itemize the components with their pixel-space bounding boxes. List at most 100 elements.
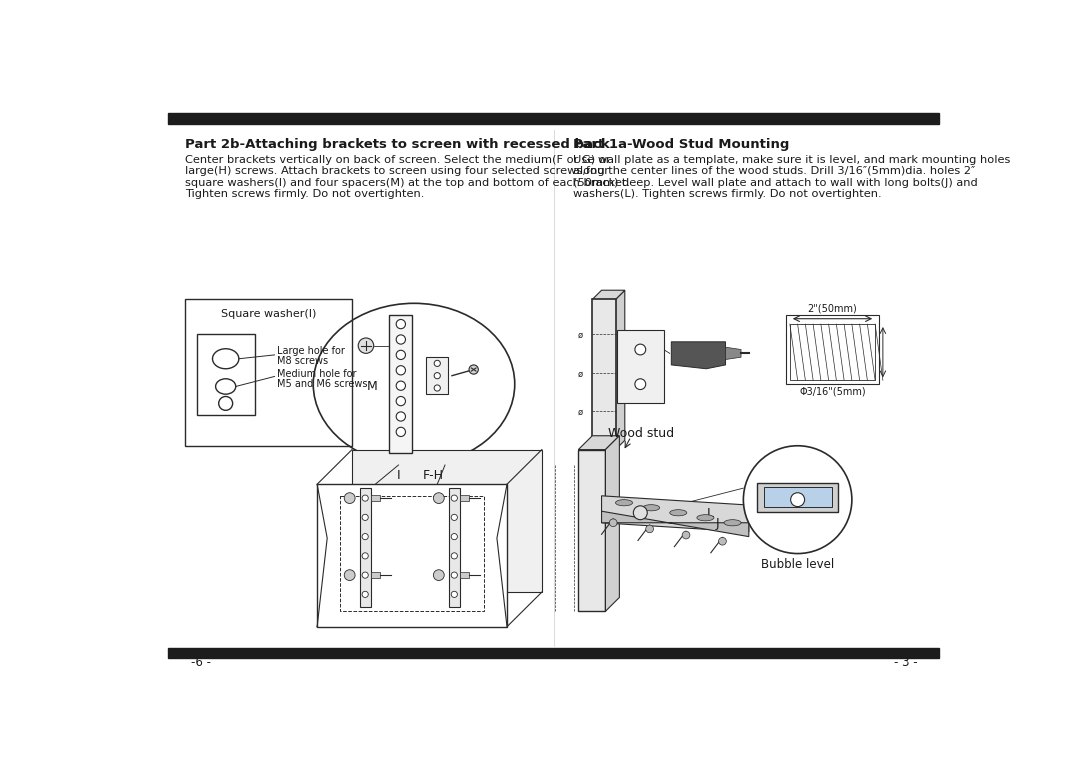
Circle shape — [633, 506, 647, 520]
Circle shape — [683, 531, 690, 539]
Polygon shape — [602, 496, 748, 532]
Bar — [460, 572, 469, 578]
Text: M5 and M6 screws: M5 and M6 screws — [276, 378, 367, 389]
Polygon shape — [318, 485, 507, 626]
Bar — [168, 648, 939, 658]
Circle shape — [433, 493, 444, 504]
Circle shape — [359, 338, 374, 353]
Circle shape — [396, 412, 405, 421]
Circle shape — [396, 335, 405, 344]
Ellipse shape — [697, 515, 714, 521]
Text: Part 1a-Wood Stud Mounting: Part 1a-Wood Stud Mounting — [572, 138, 789, 151]
Circle shape — [434, 360, 441, 366]
Bar — [578, 449, 606, 611]
Circle shape — [345, 570, 355, 581]
Polygon shape — [592, 290, 625, 299]
Circle shape — [791, 493, 805, 507]
Bar — [786, 315, 879, 384]
Circle shape — [451, 552, 458, 559]
Bar — [360, 488, 370, 607]
Polygon shape — [672, 342, 726, 369]
Circle shape — [396, 381, 405, 391]
Circle shape — [609, 519, 617, 526]
Polygon shape — [578, 436, 619, 449]
Circle shape — [362, 552, 368, 559]
Circle shape — [362, 495, 368, 501]
Circle shape — [362, 514, 368, 520]
Text: J: J — [716, 517, 719, 530]
Circle shape — [396, 365, 405, 375]
Ellipse shape — [216, 378, 235, 394]
Circle shape — [434, 372, 441, 378]
Circle shape — [451, 591, 458, 597]
Text: Large hole for: Large hole for — [276, 346, 345, 356]
Bar — [168, 113, 939, 124]
Text: ø: ø — [578, 408, 583, 417]
Circle shape — [218, 397, 232, 410]
Ellipse shape — [616, 500, 633, 506]
Circle shape — [451, 514, 458, 520]
Circle shape — [362, 591, 368, 597]
Circle shape — [743, 446, 852, 554]
Polygon shape — [606, 436, 619, 611]
Circle shape — [451, 572, 458, 578]
Text: Center brackets vertically on back of screen. Select the medium(F or G) or
large: Center brackets vertically on back of sc… — [186, 155, 631, 199]
Text: M: M — [367, 380, 378, 393]
Text: M8 screws: M8 screws — [276, 356, 328, 365]
Circle shape — [451, 495, 458, 501]
Circle shape — [635, 378, 646, 390]
Bar — [186, 299, 352, 446]
Bar — [340, 496, 484, 611]
Circle shape — [635, 344, 646, 355]
Polygon shape — [602, 511, 748, 536]
Circle shape — [362, 572, 368, 578]
Circle shape — [433, 570, 444, 581]
Text: Square washer(I): Square washer(I) — [221, 309, 316, 319]
Ellipse shape — [670, 510, 687, 516]
Bar — [370, 495, 380, 501]
Circle shape — [434, 385, 441, 391]
Text: F-H: F-H — [423, 468, 444, 482]
Ellipse shape — [313, 304, 515, 465]
Text: -6 -: -6 - — [191, 656, 211, 669]
Bar — [757, 483, 838, 512]
Bar — [789, 324, 875, 379]
Polygon shape — [352, 449, 542, 592]
Text: Bubble level: Bubble level — [761, 559, 834, 571]
Circle shape — [396, 320, 405, 329]
Circle shape — [451, 533, 458, 539]
Text: L: L — [706, 507, 714, 520]
Text: ø: ø — [578, 369, 583, 378]
Bar — [460, 495, 469, 501]
Ellipse shape — [724, 520, 741, 526]
Bar — [449, 488, 460, 607]
Text: - 3 -: - 3 - — [894, 656, 918, 669]
Text: Φ3/16"(5mm): Φ3/16"(5mm) — [799, 387, 866, 397]
Text: Part 2b-Attaching brackets to screen with recessed back: Part 2b-Attaching brackets to screen wit… — [186, 138, 610, 151]
Text: ø: ø — [578, 331, 583, 340]
Circle shape — [646, 525, 653, 533]
Text: Use wall plate as a template, make sure it is level, and mark mounting holes
alo: Use wall plate as a template, make sure … — [572, 155, 1010, 199]
Bar — [389, 315, 413, 453]
Circle shape — [718, 537, 727, 545]
Circle shape — [362, 533, 368, 539]
Text: Medium hole for: Medium hole for — [276, 369, 356, 378]
Polygon shape — [726, 347, 741, 359]
Text: I: I — [396, 468, 401, 482]
Bar — [427, 357, 448, 394]
Circle shape — [396, 397, 405, 406]
Circle shape — [345, 493, 355, 504]
Bar — [617, 330, 663, 404]
Bar — [764, 488, 832, 507]
Circle shape — [396, 427, 405, 436]
Polygon shape — [616, 290, 625, 449]
Circle shape — [396, 350, 405, 359]
Bar — [592, 299, 616, 449]
Bar — [370, 572, 380, 578]
Text: 2"(50mm): 2"(50mm) — [808, 304, 858, 314]
Text: Wood stud: Wood stud — [608, 427, 674, 439]
Circle shape — [469, 365, 478, 374]
Ellipse shape — [213, 349, 239, 369]
Bar — [197, 334, 255, 415]
Ellipse shape — [643, 504, 660, 510]
